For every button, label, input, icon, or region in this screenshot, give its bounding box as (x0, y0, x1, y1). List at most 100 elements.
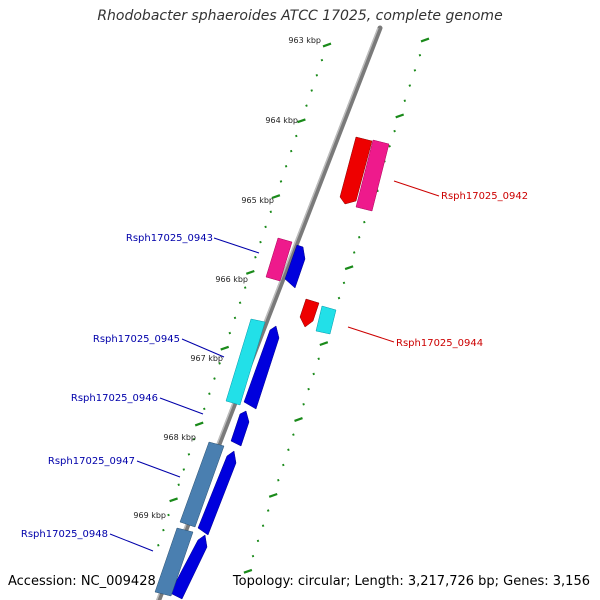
right-minor-tick (357, 236, 361, 239)
right-minor-tick (337, 296, 341, 300)
scale-ticks-left (157, 42, 332, 547)
left-minor-tick (157, 544, 160, 547)
left-minor-tick (228, 331, 232, 335)
left-minor-tick (320, 58, 324, 62)
callout-line-0943 (213, 237, 260, 254)
right-minor-tick (388, 144, 391, 148)
gene-box-0942-magenta[interactable] (355, 139, 390, 212)
right-minor-tick (302, 403, 305, 406)
left-minor-tick (203, 407, 206, 411)
gene-label-0947[interactable]: Rsph17025_0947 (48, 456, 135, 467)
left-major-tick (322, 42, 332, 48)
gene-arrow-0942-red[interactable] (339, 136, 373, 205)
gene-box-0945-cyan[interactable] (225, 318, 266, 406)
left-minor-tick (254, 255, 257, 259)
accession-text: Accession: NC_009428 (8, 574, 156, 589)
callout-line-0948 (109, 533, 154, 552)
right-minor-tick (282, 463, 285, 467)
genome-summary-text: Topology: circular; Length: 3,217,726 bp… (232, 574, 590, 589)
left-major-tick (194, 421, 204, 427)
left-minor-tick (295, 134, 298, 138)
left-minor-tick (259, 240, 262, 244)
gene-box-0943-magenta[interactable] (265, 237, 293, 282)
left-minor-tick (208, 392, 211, 395)
right-minor-tick (307, 387, 310, 391)
gene-arrow-0944-red[interactable] (299, 298, 320, 328)
right-minor-tick (393, 129, 396, 133)
gene-label-0945[interactable]: Rsph17025_0945 (93, 334, 180, 345)
left-minor-tick (243, 286, 247, 289)
left-minor-tick (233, 316, 237, 320)
scale-label-969kbp: 969 kbp (133, 511, 166, 520)
gene-label-0943[interactable]: Rsph17025_0943 (126, 233, 213, 244)
left-major-tick (220, 345, 230, 351)
scale-label-968kbp: 968 kbp (163, 433, 196, 442)
forward-gene-boxes (154, 237, 293, 597)
gene-arrow-0946-blue[interactable] (230, 410, 250, 447)
right-minor-tick (266, 509, 270, 512)
scale-label-963kbp: 963 kbp (288, 36, 321, 45)
callout-line-0946 (159, 397, 204, 415)
reverse-gene-boxes (315, 139, 390, 335)
reverse-callout-lines (347, 180, 440, 343)
left-minor-tick (192, 437, 196, 441)
scale-label-964kbp: 964 kbp (265, 116, 298, 125)
right-major-tick (344, 265, 354, 271)
right-major-tick (268, 492, 278, 498)
callout-line-0944 (347, 326, 395, 343)
right-minor-tick (287, 448, 290, 452)
left-minor-tick (315, 74, 319, 77)
right-minor-tick (408, 84, 412, 87)
gene-label-0944[interactable]: Rsph17025_0944 (396, 338, 483, 349)
gene-label-0948[interactable]: Rsph17025_0948 (21, 529, 108, 540)
gene-label-0942[interactable]: Rsph17025_0942 (441, 191, 528, 202)
scale-label-965kbp: 965 kbp (241, 196, 274, 205)
right-minor-tick (342, 281, 346, 285)
left-major-tick (297, 118, 306, 124)
reverse-gene-arrows (299, 136, 373, 328)
left-minor-tick (187, 453, 191, 456)
right-major-tick (420, 37, 430, 43)
reverse-gene-labels: Rsph17025_0942 Rsph17025_0944 (396, 191, 528, 349)
scale-labels: 963 kbp 964 kbp 965 kbp 966 kbp 967 kbp … (133, 36, 321, 520)
gene-arrow-0948-blue[interactable] (169, 534, 208, 600)
right-minor-tick (256, 539, 260, 543)
scale-label-966kbp: 966 kbp (215, 275, 248, 284)
scale-label-967kbp: 967 kbp (190, 354, 223, 363)
gene-box-0944-cyan[interactable] (315, 305, 337, 335)
callout-line-0942 (393, 180, 440, 197)
gene-label-0946[interactable]: Rsph17025_0946 (71, 393, 158, 404)
left-minor-tick (238, 301, 242, 305)
left-minor-tick (305, 104, 308, 107)
right-minor-tick (251, 554, 255, 558)
left-major-tick (169, 497, 178, 503)
right-minor-tick (403, 99, 407, 102)
callout-line-0945 (181, 338, 225, 358)
map-title: Rhodobacter sphaeroides ATCC 17025, comp… (97, 8, 503, 24)
forward-gene-arrows (169, 244, 306, 600)
gene-arrow-0947-blue[interactable] (197, 450, 237, 536)
left-minor-tick (279, 180, 283, 183)
forward-callout-lines (109, 237, 260, 552)
right-minor-tick (352, 251, 356, 254)
left-minor-tick (177, 483, 180, 486)
left-minor-tick (269, 210, 273, 214)
gene-arrow-0945-blue[interactable] (243, 325, 280, 410)
right-minor-tick (317, 357, 320, 361)
left-minor-tick (284, 165, 288, 168)
gene-arrow-0943-blue[interactable] (284, 244, 306, 289)
left-minor-tick (167, 513, 170, 517)
left-minor-tick (264, 225, 267, 229)
left-minor-tick (310, 89, 313, 92)
left-minor-tick (289, 149, 293, 153)
right-minor-tick (277, 478, 280, 482)
left-minor-tick (162, 528, 165, 532)
gene-box-0947-steelblue[interactable] (179, 441, 225, 528)
gene-box-0948-steelblue[interactable] (154, 527, 194, 597)
right-minor-tick (363, 220, 366, 224)
right-minor-tick (261, 524, 265, 527)
callout-line-0947 (136, 460, 181, 478)
right-major-tick (294, 417, 303, 422)
right-minor-tick (418, 53, 422, 57)
